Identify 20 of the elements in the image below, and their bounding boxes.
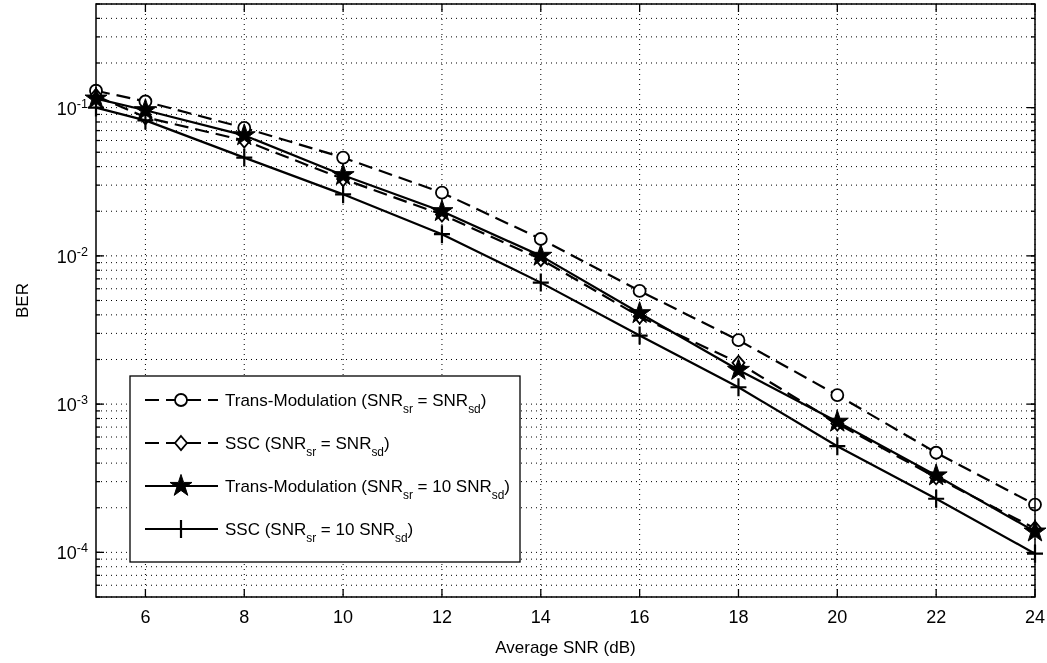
legend-label: Trans-Modulation (SNR$_{sr}$ = SNR$_{sd}$) bbox=[225, 391, 487, 416]
x-tick-label: 24 bbox=[1024, 607, 1046, 627]
y-tick-label: 10$^{-4}$ bbox=[56, 541, 88, 564]
legend-label: SSC (SNR$_{sr}$ = SNR$_{sd}$) bbox=[225, 434, 390, 459]
x-axis-title: Average SNR (dB) bbox=[495, 638, 636, 657]
legend-label: Trans-Modulation (SNR$_{sr}$ = 10 SNR$_{sd}$) bbox=[225, 477, 510, 502]
x-tick-label: 18 bbox=[728, 607, 749, 627]
x-tick-label: 16 bbox=[629, 607, 650, 627]
y-tick-label: 10$^{-1}$ bbox=[56, 96, 88, 119]
y-tick-label: 10$^{-2}$ bbox=[56, 244, 88, 267]
x-tick-label: 10 bbox=[333, 607, 354, 627]
x-tick-label: 12 bbox=[431, 607, 452, 627]
x-tick-label: 20 bbox=[827, 607, 848, 627]
legend-label: SSC (SNR$_{sr}$ = 10 SNR$_{sd}$) bbox=[225, 520, 414, 545]
x-tick-label: 8 bbox=[239, 607, 250, 627]
x-tick-label: 6 bbox=[140, 607, 151, 627]
y-tick-label: 10$^{-3}$ bbox=[56, 393, 88, 416]
y-axis-title: BER bbox=[13, 283, 32, 318]
x-tick-label: 14 bbox=[530, 607, 551, 627]
x-tick-label: 22 bbox=[926, 607, 947, 627]
